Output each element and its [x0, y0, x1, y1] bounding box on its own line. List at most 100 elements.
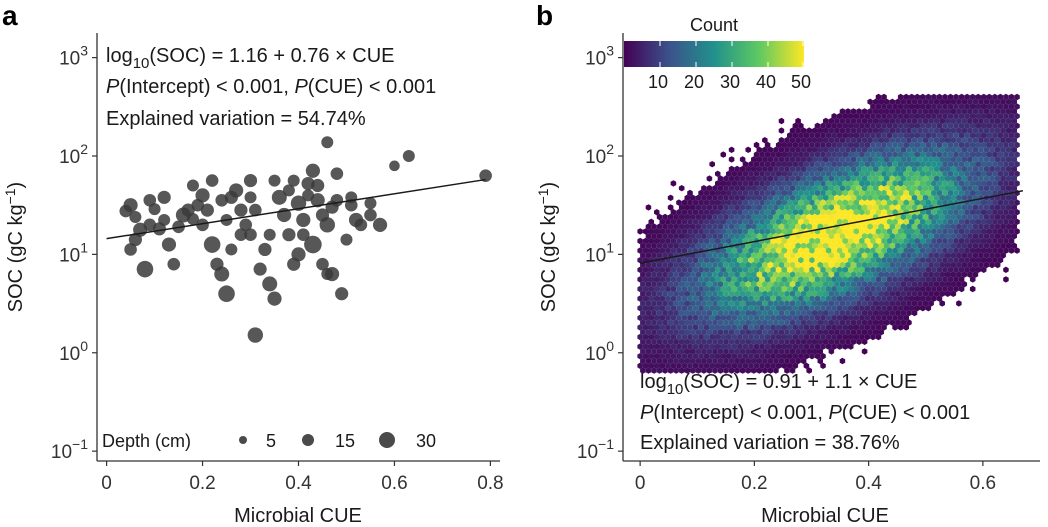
hexbin-cell: [720, 353, 726, 360]
hexbin-cell: [967, 108, 973, 115]
hexbin-cell: [745, 233, 751, 240]
hexbin-cell: [850, 137, 857, 144]
hexbin-cell: [958, 209, 965, 216]
hexbin-cell: [903, 257, 909, 264]
hexbin-cell: [969, 285, 976, 293]
hexbin-cell: [715, 189, 721, 197]
hexbin-cell: [986, 141, 993, 149]
hexbin-cell: [806, 165, 812, 173]
hexbin-cell: [764, 151, 771, 158]
hexbin-cell: [781, 295, 787, 302]
data-point: [225, 243, 238, 256]
hexbin-cell: [642, 228, 649, 235]
hexbin-cell: [947, 170, 954, 177]
hexbin-cell: [1005, 185, 1012, 192]
hexbin-cell: [825, 170, 832, 177]
hexbin-cell: [950, 185, 957, 192]
hexbin-cell: [834, 233, 840, 240]
hexbin-cell: [734, 329, 740, 336]
data-point: [247, 327, 264, 343]
hexbin-cell: [676, 324, 682, 331]
hexbin-cell: [792, 333, 799, 341]
hexbin-cell: [734, 204, 740, 211]
hexbin-cell: [978, 127, 984, 134]
hexbin-cell: [870, 266, 876, 273]
hexbin-cell: [836, 218, 843, 225]
hexbin-cell: [864, 199, 871, 206]
hexbin-cell: [645, 204, 652, 211]
hexbin-cell: [709, 228, 715, 235]
hexbin-cell: [764, 266, 771, 273]
hexbin-cell: [848, 122, 854, 129]
hexbin-cell: [875, 132, 882, 139]
hexbin-cell: [742, 285, 749, 293]
hexbin-cell: [881, 324, 887, 331]
hexbin-cell: [961, 194, 968, 201]
hexbin-cell: [820, 237, 826, 245]
hexbin-cell: [953, 237, 959, 245]
hexbin-cell: [950, 242, 957, 249]
hexbin-cell: [684, 329, 690, 336]
hexbin-cell: [709, 362, 715, 369]
hexbin-cell: [681, 237, 688, 245]
hexbin-cell: [842, 170, 848, 177]
hexbin-cell: [925, 199, 932, 206]
hexbin-cell: [770, 189, 776, 197]
data-point: [215, 193, 229, 207]
hexbin-cell: [964, 161, 970, 168]
hexbin-cell: [753, 189, 760, 197]
hexbin-cell: [928, 194, 934, 201]
hexbin-cell: [872, 185, 879, 192]
hexbin-cell: [953, 276, 959, 283]
hexbin-cell: [881, 266, 887, 273]
hexbin-cell: [939, 175, 945, 182]
hexbin-cell: [715, 237, 721, 245]
hexbin-cell: [989, 233, 995, 240]
hexbin-cell: [792, 295, 799, 302]
hexbin-cell: [842, 199, 848, 206]
hexbin-cell: [756, 146, 763, 153]
hexbin-cell: [789, 194, 796, 201]
hexbin-cell: [875, 218, 882, 225]
hexbin-cell: [875, 113, 882, 120]
hexbin-cell: [767, 194, 774, 201]
hexbin-cell: [997, 141, 1004, 149]
hexbin-cell: [773, 367, 779, 374]
hexbin-cell: [795, 146, 801, 153]
hexbin-cell: [911, 156, 918, 163]
hexbin-cell: [875, 189, 882, 197]
hexbin-cell: [784, 204, 790, 211]
hexbin-cell: [773, 156, 779, 163]
hexbin-cell: [850, 233, 857, 240]
hexbin-cell: [831, 170, 837, 177]
hexbin-cell: [903, 141, 909, 149]
hexbin-cell: [762, 329, 768, 336]
hexbin-cell: [861, 319, 868, 326]
hexbin-cell: [800, 223, 807, 230]
hexbin-cell: [809, 257, 815, 264]
hexbin-cell: [964, 180, 970, 187]
hexbin-cell: [712, 281, 718, 288]
hexbin-cell: [942, 122, 948, 129]
hexbin-cell: [739, 213, 746, 221]
hexbin-cell: [692, 218, 699, 225]
hexbin-cell: [723, 290, 729, 297]
hexbin-cell: [820, 218, 826, 225]
hexbin-cell: [778, 194, 785, 201]
hexbin-cell: [828, 127, 835, 134]
hexbin-cell: [845, 309, 851, 317]
hexbin-cell: [731, 170, 738, 177]
hexbin-cell: [903, 237, 909, 245]
hexbin-cell: [739, 156, 746, 163]
hexbin-cell: [922, 175, 929, 182]
hexbin-cell: [942, 228, 948, 235]
hexbin-cell: [983, 204, 990, 211]
hexbin-cell: [834, 146, 840, 153]
hexbin-cell: [692, 209, 699, 216]
hexbin-cell: [1003, 199, 1009, 206]
hexbin-cell: [795, 233, 801, 240]
hexbin-cell: [881, 151, 887, 158]
hexbin-cell: [795, 156, 801, 163]
hexbin-cell: [825, 209, 832, 216]
data-point: [186, 179, 199, 192]
